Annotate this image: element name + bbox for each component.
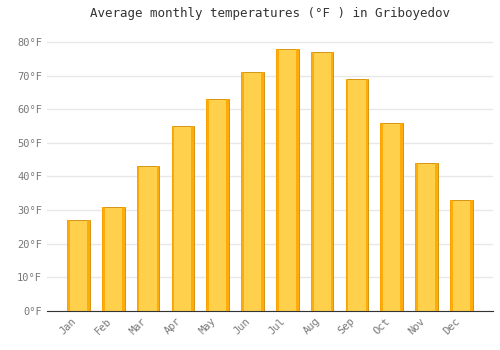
Bar	[276, 49, 278, 311]
Bar	[102, 207, 124, 311]
Bar	[346, 79, 368, 311]
Bar	[311, 52, 314, 311]
Bar	[102, 207, 104, 311]
Bar	[331, 52, 334, 311]
Bar	[311, 52, 334, 311]
Bar	[435, 163, 438, 311]
Title: Average monthly temperatures (°F ) in Griboyedov: Average monthly temperatures (°F ) in Gr…	[90, 7, 450, 20]
Bar	[87, 220, 90, 311]
Bar	[416, 163, 418, 311]
Bar	[67, 220, 90, 311]
Bar	[296, 49, 298, 311]
Bar	[172, 126, 194, 311]
Bar	[241, 72, 244, 311]
Bar	[136, 166, 140, 311]
Bar	[206, 99, 229, 311]
Bar	[400, 123, 403, 311]
Bar	[261, 72, 264, 311]
Bar	[241, 72, 264, 311]
Bar	[380, 123, 383, 311]
Bar	[206, 99, 209, 311]
Bar	[122, 207, 124, 311]
Bar	[450, 200, 473, 311]
Bar	[172, 126, 174, 311]
Bar	[416, 163, 438, 311]
Bar	[192, 126, 194, 311]
Bar	[156, 166, 160, 311]
Bar	[136, 166, 160, 311]
Bar	[276, 49, 298, 311]
Bar	[366, 79, 368, 311]
Bar	[226, 99, 229, 311]
Bar	[450, 200, 453, 311]
Bar	[470, 200, 473, 311]
Bar	[380, 123, 403, 311]
Bar	[346, 79, 348, 311]
Bar	[67, 220, 70, 311]
